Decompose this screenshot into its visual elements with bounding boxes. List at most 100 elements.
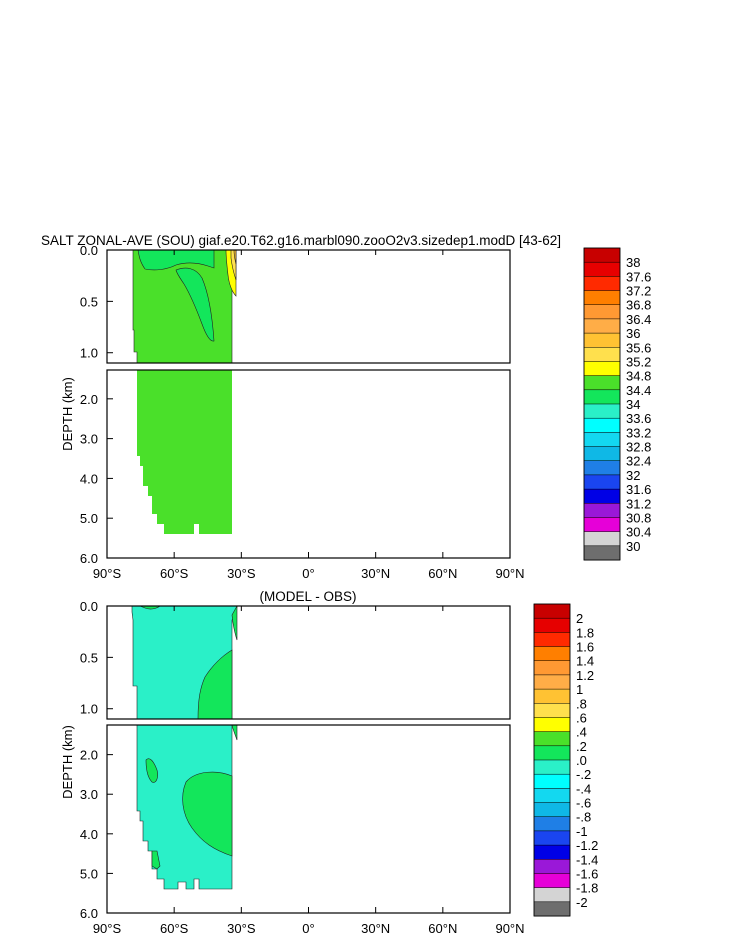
colorbar-label: .6: [576, 710, 587, 725]
colorbar-swatch: [583, 517, 621, 533]
colorbar-swatch: [583, 446, 621, 462]
colorbar-swatch: [583, 531, 621, 547]
x-tick-label: 90°N: [495, 921, 524, 936]
x-tick-label: 60°S: [160, 921, 189, 936]
colorbar-label: .2: [576, 739, 587, 754]
colorbar-swatch: [533, 717, 571, 733]
colorbar-label: 30.8: [626, 510, 651, 525]
colorbar-swatch: [533, 844, 571, 860]
colorbar-label: 36.4: [626, 312, 651, 327]
colorbar-label: -1.4: [576, 852, 598, 867]
colorbar-swatch: [533, 745, 571, 761]
colorbar-label: -.8: [576, 810, 591, 825]
colorbar-swatch: [583, 276, 621, 291]
field-salt-340-top: [137, 250, 215, 271]
colorbar-label: 31.2: [626, 496, 651, 511]
colorbar-label: 30.4: [626, 525, 651, 540]
colorbar-swatch: [533, 603, 571, 619]
colorbar-label: 36.8: [626, 298, 651, 313]
colorbar-swatch: [533, 773, 571, 789]
colorbar-swatch: [533, 731, 571, 747]
y-tick-label: 6.0: [80, 906, 98, 921]
y-tick-label: 0.5: [80, 294, 98, 309]
field-salt-356: [233, 250, 237, 265]
colorbar-swatch: [583, 460, 621, 476]
colorbar-swatch: [533, 887, 571, 903]
colorbar-swatch: [533, 660, 571, 676]
colorbar-swatch: [583, 347, 621, 362]
x-tick-label: 30°N: [361, 566, 390, 581]
field-diff-02-edge: [231, 606, 238, 641]
colorbar-label: 34.8: [626, 369, 651, 384]
y-axis-label: DEPTH (km): [60, 377, 75, 451]
colorbar-label: 32: [626, 468, 640, 483]
colorbar-label: 38: [626, 255, 640, 270]
colorbar-label: -2: [576, 895, 588, 910]
colorbar-swatch: [533, 759, 571, 775]
colorbar-swatch: [533, 816, 571, 832]
colorbar-swatch: [583, 545, 621, 561]
colorbar-label: 33.6: [626, 411, 651, 426]
x-tick-label: 0°: [302, 566, 314, 581]
colorbar-label: 32.4: [626, 454, 651, 469]
panel-b-upper-field: [131, 606, 238, 719]
colorbar-frame: [533, 603, 571, 917]
colorbar-swatch: [583, 304, 621, 320]
colorbar-label: 1: [576, 682, 583, 697]
x-tick-label: 90°S: [93, 566, 122, 581]
colorbar-label: -1.6: [576, 866, 598, 881]
y-tick-label: 0.0: [80, 243, 98, 258]
colorbar-label: 37.6: [626, 269, 651, 284]
x-tick-label: 30°S: [227, 566, 256, 581]
y-tick-label: 0.5: [80, 650, 98, 665]
x-tick-label: 60°N: [428, 566, 457, 581]
colorbar-swatch: [583, 247, 621, 263]
colorbar-swatch: [583, 318, 621, 334]
colorbar-label: -.6: [576, 796, 591, 811]
y-tick-label: 1.0: [80, 346, 98, 361]
field-diff-02-small: [145, 758, 158, 783]
y-ticks: 0.0 0.5 1.0 2.0 3.0 4.0 5.0 6.0: [80, 599, 113, 921]
colorbar-swatch: [533, 830, 571, 846]
y-tick-label: 0.0: [80, 599, 98, 614]
colorbar-label: -1: [576, 824, 588, 839]
colorbar-label: 37.2: [626, 284, 651, 299]
colorbar-label: 1.2: [576, 668, 594, 683]
field-diff-02-bottom: [151, 850, 161, 870]
panel-a-upper-field: [132, 250, 237, 363]
colorbar-swatch: [533, 646, 571, 662]
colorbar-swatch: [533, 788, 571, 803]
colorbar-swatch: [583, 474, 621, 490]
y-tick-label: 2.0: [80, 748, 98, 763]
colorbar-swatch: [533, 901, 571, 917]
colorbar-label: 36: [626, 326, 640, 341]
field-diff-02-deep: [182, 771, 233, 857]
y-tick-label: 3.0: [80, 432, 98, 447]
colorbar-label: 2: [576, 611, 583, 626]
colorbar-swatch: [583, 375, 621, 391]
colorbar-label: 1.4: [576, 654, 594, 669]
y-tick-label: 5.0: [80, 511, 98, 526]
colorbar-swatch: [583, 488, 621, 504]
colorbar-swatch: [533, 703, 571, 718]
y-tick-label: 6.0: [80, 551, 98, 566]
colorbar-label: .4: [576, 725, 587, 740]
y-tick-label: 4.0: [80, 471, 98, 486]
colorbar-label: -.2: [576, 767, 591, 782]
x-tick-label: 0°: [302, 921, 314, 936]
colorbar-swatch: [533, 617, 571, 633]
colorbar-label: 1.6: [576, 640, 594, 655]
colorbar-label: .8: [576, 696, 587, 711]
field-salt-344-deep: [137, 370, 232, 534]
colorbar: 21.81.61.41.21.8.6.4.2.0-.2-.4-.6-.8-1-1…: [533, 603, 598, 917]
colorbar-label: 34.4: [626, 383, 651, 398]
x-tick-label: 30°N: [361, 921, 390, 936]
colorbar-label: 35.6: [626, 340, 651, 355]
colorbar-label: -1.2: [576, 838, 598, 853]
field-salt-340-tongue: [175, 267, 215, 342]
colorbar-label: 32.8: [626, 440, 651, 455]
colorbar-swatch: [533, 802, 571, 818]
colorbar-label: -1.8: [576, 881, 598, 896]
colorbar-label: 35.2: [626, 354, 651, 369]
colorbar-swatch: [533, 859, 571, 874]
